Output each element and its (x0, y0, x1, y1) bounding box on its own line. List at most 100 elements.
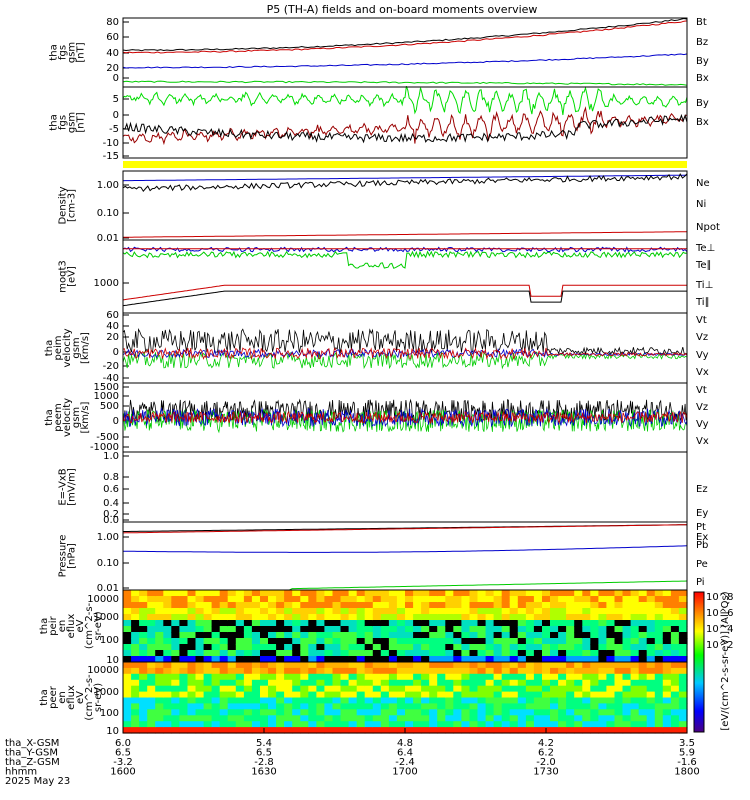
spectrogram-cell (638, 721, 648, 728)
spectrogram-cell (469, 626, 479, 633)
spectrogram-cell (453, 602, 462, 609)
spectrogram-cell (268, 602, 277, 609)
spectrogram-cell (171, 638, 180, 645)
series-trace (122, 113, 688, 144)
spectrogram-cell (582, 703, 591, 710)
spectrogram-cell (445, 596, 454, 603)
ytick-label: -1000 (90, 442, 119, 453)
spectrogram-cell (670, 721, 680, 728)
spectrogram-cell (413, 679, 422, 687)
spectrogram-cell (558, 620, 567, 627)
spectrogram-cell (437, 715, 446, 722)
spectrogram-cell (630, 638, 640, 645)
spectrogram-cell (380, 709, 390, 716)
spectrogram-cell (517, 620, 527, 627)
spectrogram-cell (622, 656, 632, 663)
spectrogram-cell (678, 667, 688, 675)
spectrogram-cell (187, 620, 197, 627)
spectrogram-cell (533, 644, 543, 651)
spectrogram-cell (227, 721, 237, 728)
spectrogram-cell (630, 667, 640, 675)
spectrogram-cell (268, 656, 277, 663)
spectrogram-cell (582, 626, 591, 633)
spectrogram-cell (396, 650, 406, 657)
spectrogram-cell (622, 608, 632, 615)
ytick-label: 1.00 (97, 180, 119, 191)
spectrogram-cell (123, 709, 132, 716)
spectrogram-cell (622, 697, 632, 704)
spectrogram-cell (558, 608, 567, 615)
spectrogram-cell (662, 602, 672, 609)
spectrogram-cell (243, 590, 253, 597)
spectrogram-cell (485, 614, 495, 621)
spectrogram-cell (582, 685, 591, 693)
spectrogram-cell (453, 590, 462, 597)
spectrogram-cell (566, 596, 575, 603)
spectrogram-cell (453, 638, 462, 645)
spectrogram-cell (525, 638, 535, 645)
spectrogram-cell (324, 697, 334, 704)
spectrogram-cell (501, 608, 511, 615)
spectrogram-cell (477, 656, 487, 663)
spectrogram-cell (147, 685, 156, 693)
spectrogram-cell (590, 685, 599, 693)
spectrogram-cell (654, 656, 664, 663)
ylabel-line: gsm (67, 112, 78, 133)
spectrogram-cell (437, 608, 446, 615)
spectrogram-cell (542, 620, 551, 627)
spectrogram-cell (662, 721, 672, 728)
spectrogram-cell (348, 721, 358, 728)
quality-flag-bar (123, 161, 687, 168)
xaxis-value: 5.4 (256, 738, 272, 749)
spectrogram-cell (533, 721, 543, 728)
spectrogram-cell (260, 715, 269, 722)
spectrogram-cell (550, 721, 559, 728)
spectrogram-cell (251, 656, 261, 663)
spectrogram-cell (622, 614, 632, 621)
spectrogram-cell (300, 703, 309, 710)
spectrogram-cell (251, 679, 261, 687)
spectrogram-cell (356, 673, 366, 681)
spectrogram-cell (340, 590, 350, 597)
spectrogram-cell (622, 685, 632, 693)
series-line (122, 407, 688, 428)
spectrogram-cell (147, 638, 156, 645)
spectrogram-cell (654, 662, 664, 669)
spectrogram-cell (453, 667, 462, 675)
spectrogram-cell (235, 638, 245, 645)
spectrogram-cell (251, 650, 261, 657)
spectrogram-cell (590, 667, 599, 675)
spectrogram-cell (324, 667, 334, 675)
spectrogram-cell (582, 602, 591, 609)
ylabel-line: gsm (67, 42, 78, 63)
plot-title: P5 (TH-A) fields and on-board moments ov… (267, 3, 538, 16)
spectrogram-cell (606, 602, 616, 609)
spectrogram-cell (219, 709, 229, 716)
spectrogram-cell (461, 650, 471, 657)
spectrogram-cell (678, 638, 688, 645)
spectrogram-cell (558, 679, 567, 687)
spectrogram-cell (485, 662, 495, 669)
spectrogram-cell (155, 709, 164, 716)
spectrogram-cell (203, 620, 213, 627)
spectrogram-cell (622, 644, 632, 651)
ylabel-line: peir (48, 615, 59, 635)
ylabel-line: [nT] (76, 42, 87, 62)
spectrogram-cell (445, 626, 454, 633)
spectrogram-cell (187, 715, 197, 722)
spectrogram-cell (453, 685, 462, 693)
spectrogram-cell (219, 667, 229, 675)
spectrogram-cell (292, 608, 301, 615)
spectrogram-cell (678, 709, 688, 716)
spectrogram-cell (558, 673, 567, 681)
spectrogram-cell (123, 608, 132, 615)
spectrogram-cell (155, 673, 164, 681)
spectrogram-cell (550, 691, 559, 699)
spectrogram-cell (292, 602, 301, 609)
spectrogram-cell (678, 703, 688, 710)
spectrogram-cell (413, 697, 422, 704)
spectrogram-cell (235, 709, 245, 716)
spectrogram-cell (485, 709, 495, 716)
